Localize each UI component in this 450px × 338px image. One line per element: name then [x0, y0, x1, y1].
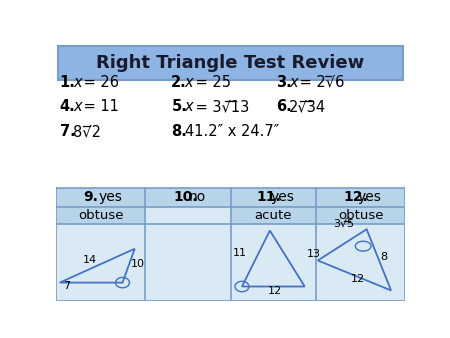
FancyBboxPatch shape — [56, 188, 405, 301]
Text: obtuse: obtuse — [78, 209, 123, 222]
Text: 7.: 7. — [60, 124, 76, 139]
FancyBboxPatch shape — [316, 207, 405, 224]
Text: acute: acute — [255, 209, 292, 222]
Text: 13: 13 — [306, 249, 320, 259]
Text: 7: 7 — [63, 281, 70, 291]
Text: 8√2: 8√2 — [73, 124, 101, 139]
Text: 4.: 4. — [60, 99, 76, 115]
Text: 10: 10 — [130, 259, 144, 269]
Text: 11.: 11. — [256, 190, 281, 204]
Text: 2.: 2. — [171, 75, 187, 90]
Text: no: no — [189, 190, 206, 204]
Text: 10.: 10. — [174, 190, 198, 204]
Text: = 2√6: = 2√6 — [296, 75, 345, 90]
Text: 3√5: 3√5 — [333, 219, 355, 228]
Text: = 25: = 25 — [191, 75, 231, 90]
Text: yes: yes — [271, 190, 295, 204]
Text: x: x — [184, 99, 193, 115]
FancyBboxPatch shape — [230, 207, 316, 224]
Text: = 3√13: = 3√13 — [191, 99, 249, 115]
Text: yes: yes — [98, 190, 122, 204]
Text: x: x — [73, 75, 81, 90]
Text: 8.: 8. — [171, 124, 187, 139]
FancyBboxPatch shape — [58, 46, 403, 79]
Text: x: x — [73, 99, 81, 115]
FancyBboxPatch shape — [56, 207, 145, 224]
Text: 12.: 12. — [343, 190, 368, 204]
Text: 9.: 9. — [83, 190, 99, 204]
Text: 14: 14 — [83, 255, 97, 265]
FancyBboxPatch shape — [56, 188, 405, 207]
Text: x: x — [184, 75, 193, 90]
Text: 41.2″ x 24.7″: 41.2″ x 24.7″ — [184, 124, 279, 139]
Text: 11: 11 — [233, 248, 247, 258]
Text: x: x — [289, 75, 298, 90]
Text: obtuse: obtuse — [338, 209, 383, 222]
Text: yes: yes — [358, 190, 382, 204]
Text: 1.: 1. — [60, 75, 76, 90]
Text: 2√34: 2√34 — [289, 99, 326, 115]
Text: = 11: = 11 — [79, 99, 119, 115]
Text: 12: 12 — [268, 286, 282, 296]
Text: = 26: = 26 — [79, 75, 119, 90]
Text: 8: 8 — [381, 252, 388, 262]
Text: 12: 12 — [351, 274, 365, 284]
Text: 3.: 3. — [276, 75, 292, 90]
Text: 5.: 5. — [171, 99, 187, 115]
Text: Right Triangle Test Review: Right Triangle Test Review — [96, 54, 365, 72]
Text: 6.: 6. — [276, 99, 292, 115]
